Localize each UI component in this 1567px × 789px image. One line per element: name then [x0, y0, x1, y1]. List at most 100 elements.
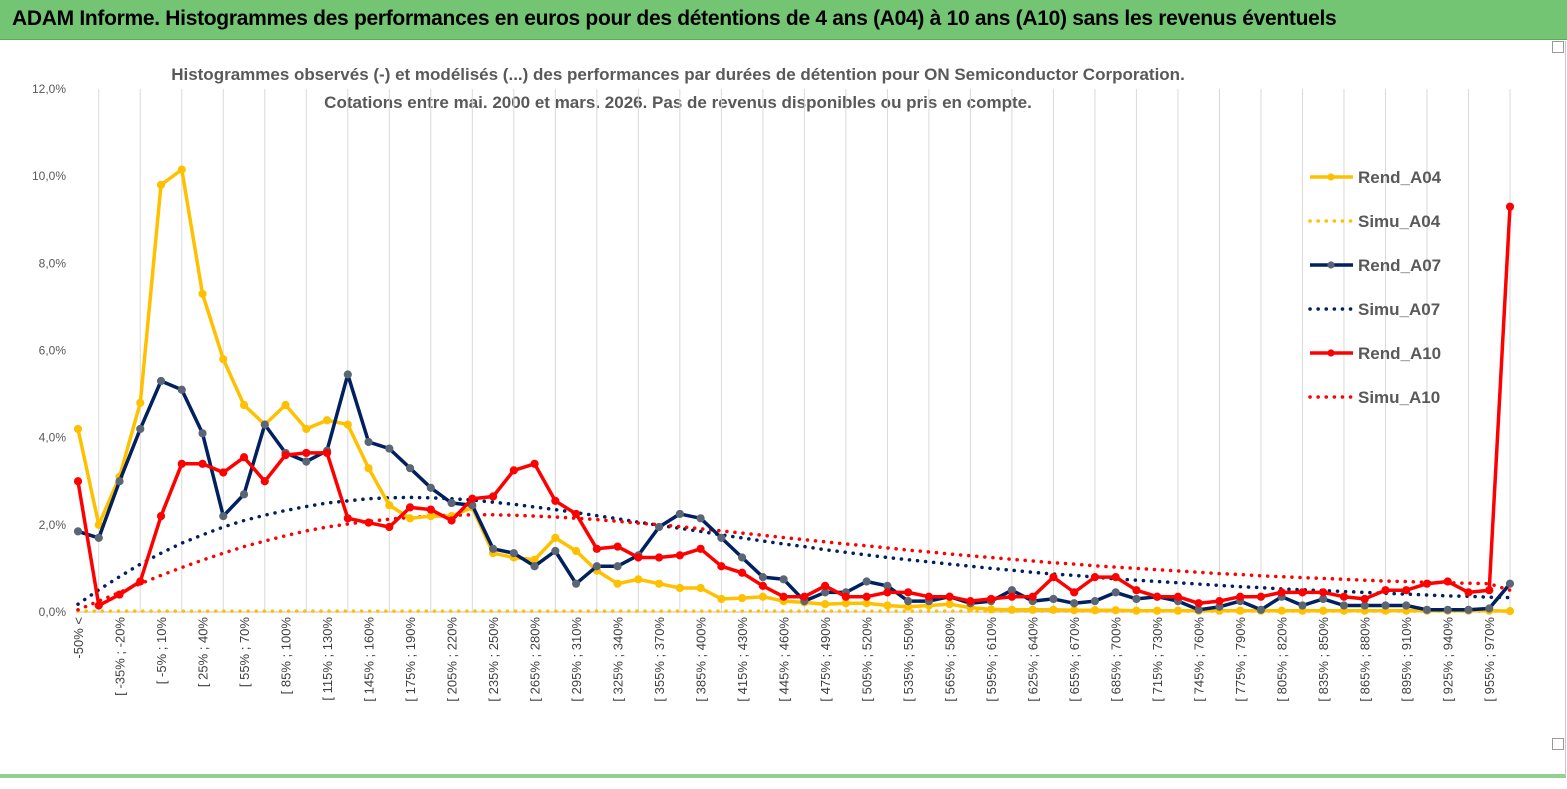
- data-point-rend_a07: [509, 549, 518, 558]
- data-point-rend_a10: [966, 597, 975, 606]
- data-point-rend_a04: [655, 579, 664, 588]
- data-point-rend_a10: [281, 451, 290, 460]
- data-point-rend_a10: [1464, 588, 1473, 597]
- data-point-rend_a10: [322, 448, 332, 458]
- y-tick-label: 2,0%: [39, 518, 67, 532]
- data-point-rend_a10: [1505, 202, 1515, 211]
- data-point-rend_a04: [1132, 606, 1141, 615]
- data-point-rend_a10: [1485, 586, 1494, 595]
- data-point-rend_a07: [115, 477, 124, 486]
- resize-handle-top-right[interactable]: [1552, 41, 1564, 53]
- data-point-rend_a10: [613, 542, 622, 551]
- data-point-rend_a10: [198, 459, 207, 468]
- data-point-rend_a07: [364, 437, 373, 447]
- data-point-rend_a04: [405, 514, 415, 523]
- data-point-rend_a04: [1236, 606, 1245, 615]
- data-point-rend_a10: [239, 453, 249, 462]
- data-point-rend_a04: [987, 605, 996, 614]
- data-point-rend_a07: [717, 533, 726, 543]
- resize-handle-bottom-right[interactable]: [1552, 738, 1564, 750]
- data-point-rend_a07: [1339, 601, 1349, 610]
- x-tick-label: [ 685% ; 700%: [1109, 617, 1124, 702]
- data-point-rend_a07: [1090, 597, 1100, 606]
- chart-gridlines: [78, 89, 1511, 613]
- legend-marker: [1327, 349, 1335, 357]
- data-point-rend_a10: [1111, 573, 1120, 582]
- data-point-rend_a10: [551, 496, 560, 505]
- x-tick-label: [ -35% ; -20%: [113, 617, 128, 696]
- x-tick-label: [ 145% ; 160%: [362, 617, 377, 702]
- data-point-rend_a04: [1505, 607, 1515, 616]
- data-point-rend_a04: [945, 600, 954, 609]
- data-point-rend_a10: [509, 466, 518, 475]
- legend-label: Rend_A04: [1358, 168, 1442, 187]
- data-point-rend_a07: [1298, 601, 1307, 610]
- x-tick-label: [ 535% ; 550%: [901, 617, 916, 702]
- x-tick-label: [ 235% ; 250%: [486, 617, 501, 702]
- data-point-rend_a10: [883, 588, 892, 597]
- data-point-rend_a04: [675, 583, 684, 593]
- data-point-rend_a10: [343, 514, 352, 523]
- data-point-rend_a10: [1236, 592, 1245, 601]
- data-point-rend_a04: [198, 289, 207, 298]
- data-point-rend_a04: [1090, 606, 1100, 615]
- data-point-rend_a10: [136, 577, 145, 586]
- x-tick-label: [ 475% ; 490%: [818, 617, 833, 702]
- legend-label: Simu_A04: [1358, 212, 1441, 231]
- data-point-rend_a07: [156, 376, 166, 386]
- y-tick-label: 8,0%: [39, 256, 67, 270]
- data-point-rend_a04: [219, 355, 228, 364]
- x-tick-label: [ 955% ; 970%: [1482, 617, 1497, 702]
- data-point-rend_a04: [177, 165, 186, 174]
- data-point-rend_a04: [1111, 606, 1120, 615]
- legend-label: Rend_A10: [1358, 344, 1441, 363]
- series-line-simu_a10: [76, 513, 1512, 612]
- x-tick-label: [ 415% ; 430%: [735, 617, 750, 702]
- data-point-rend_a07: [1485, 604, 1494, 613]
- data-point-rend_a07: [904, 597, 913, 606]
- data-point-rend_a10: [1070, 588, 1079, 597]
- data-point-rend_a10: [738, 568, 747, 577]
- x-tick-label: [ 385% ; 400%: [694, 617, 709, 702]
- data-point-rend_a10: [530, 459, 539, 468]
- data-point-rend_a10: [1277, 588, 1286, 597]
- x-tick-label: [ 805% ; 820%: [1275, 617, 1290, 702]
- data-point-rend_a10: [904, 588, 913, 597]
- data-point-rend_a04: [613, 579, 622, 588]
- x-tick-label: [ 175% ; 190%: [403, 617, 418, 702]
- data-point-rend_a07: [655, 522, 664, 532]
- x-tick-label: [ 655% ; 670%: [1067, 617, 1082, 702]
- x-tick-label: [ 625% ; 640%: [1026, 617, 1041, 702]
- x-axis: -50% < [ -35% ; -20% [ -5% ; 10% [ 25% ; 40…: [71, 617, 1497, 702]
- data-point-rend_a04: [1049, 605, 1058, 614]
- data-point-rend_a07: [1422, 605, 1432, 614]
- data-point-rend_a07: [1505, 579, 1515, 588]
- data-point-rend_a10: [302, 448, 311, 458]
- data-point-rend_a10: [1360, 594, 1369, 604]
- x-tick-label: [ 25% ; 40%: [196, 617, 211, 688]
- legend-label: Simu_A10: [1358, 388, 1440, 407]
- x-tick-label: [ 595% ; 610%: [984, 617, 999, 702]
- data-point-rend_a04: [385, 501, 394, 510]
- data-point-rend_a10: [426, 505, 435, 514]
- x-tick-label: [ 325% ; 340%: [611, 617, 626, 702]
- data-point-rend_a10: [1153, 592, 1162, 601]
- data-point-rend_a10: [468, 494, 477, 503]
- x-tick-label: [ 115% ; 130%: [320, 617, 335, 701]
- report-title: ADAM Informe. Histogrammes des performan…: [12, 7, 1337, 30]
- data-point-rend_a04: [343, 420, 352, 429]
- data-point-rend_a04: [1153, 606, 1162, 615]
- data-point-rend_a10: [364, 518, 373, 527]
- data-point-rend_a07: [530, 562, 539, 571]
- data-point-rend_a10: [758, 581, 767, 590]
- data-point-rend_a07: [1256, 605, 1266, 614]
- data-point-rend_a04: [1007, 605, 1017, 614]
- chart-series: [73, 165, 1515, 616]
- data-point-rend_a10: [800, 592, 809, 601]
- x-tick-label: [ 445% ; 460%: [777, 617, 792, 702]
- y-tick-label: 6,0%: [39, 344, 67, 358]
- chart-legend: Rend_A04 Simu_A04 Rend_A07 Simu_A07 Rend_A10…: [1308, 168, 1442, 407]
- data-point-rend_a10: [1132, 586, 1141, 595]
- data-point-rend_a10: [405, 503, 415, 512]
